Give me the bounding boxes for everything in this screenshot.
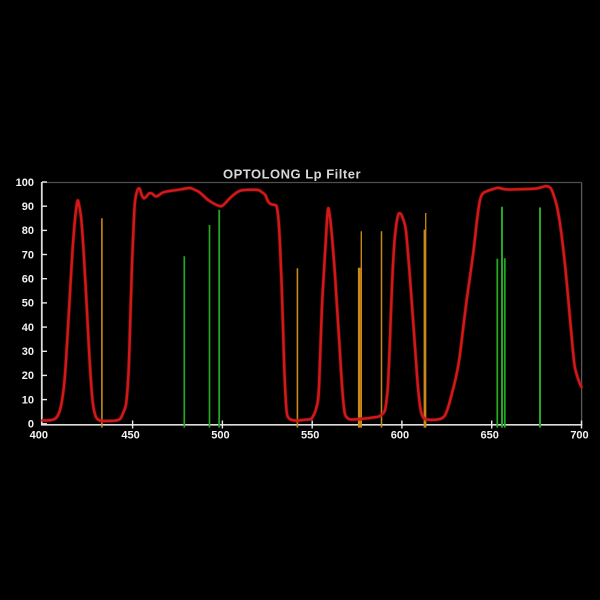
svg-text:OPTOLONG Lp Filter: OPTOLONG Lp Filter xyxy=(223,167,361,182)
svg-text:100: 100 xyxy=(16,177,34,189)
svg-text:80: 80 xyxy=(22,225,34,237)
svg-text:90: 90 xyxy=(22,201,34,213)
svg-text:10: 10 xyxy=(22,394,34,406)
svg-text:550: 550 xyxy=(301,430,319,442)
svg-text:650: 650 xyxy=(481,430,499,442)
svg-text:0: 0 xyxy=(28,419,34,431)
svg-text:600: 600 xyxy=(391,430,409,442)
svg-text:500: 500 xyxy=(211,430,229,442)
svg-text:30: 30 xyxy=(22,346,34,358)
svg-text:70: 70 xyxy=(22,249,34,261)
svg-text:450: 450 xyxy=(121,430,139,442)
svg-text:40: 40 xyxy=(22,322,34,334)
svg-text:400: 400 xyxy=(30,430,48,442)
svg-text:50: 50 xyxy=(22,298,34,310)
svg-text:20: 20 xyxy=(22,370,34,382)
svg-text:60: 60 xyxy=(22,274,34,286)
svg-text:700: 700 xyxy=(570,430,588,442)
